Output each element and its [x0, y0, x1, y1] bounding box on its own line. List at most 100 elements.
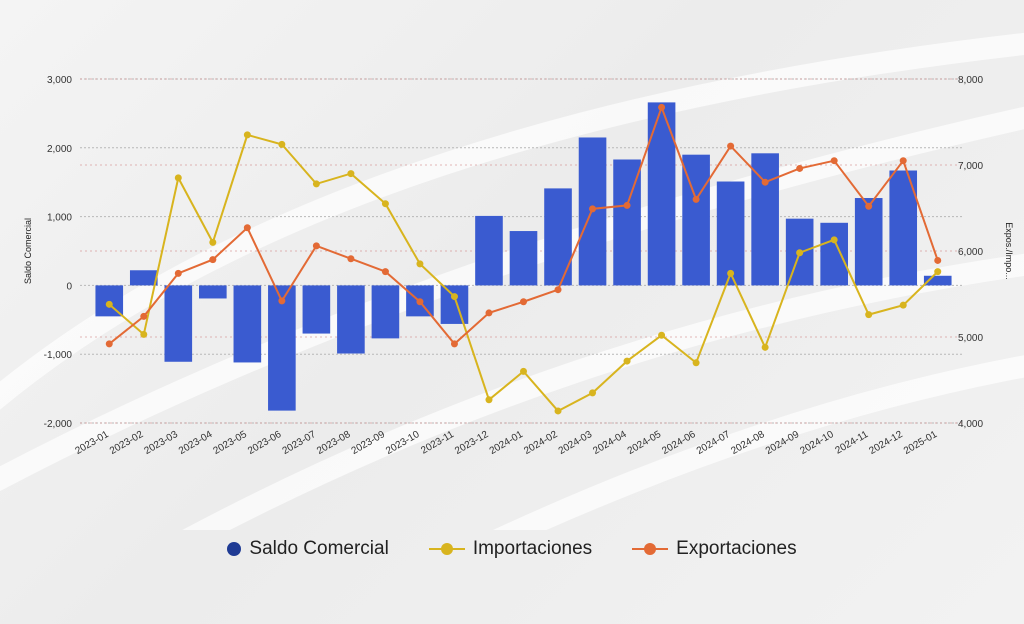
- x-tick-label: 2023-12: [453, 429, 491, 457]
- combo-chart: -2,000 -1,000 0 1,000 2,000 3,000 4,000 5,000 6,…: [0, 32, 1024, 530]
- x-tick-label: 2023-05: [212, 429, 250, 457]
- legend-item-saldo: Saldo Comercial: [227, 538, 389, 560]
- data-point: [727, 269, 735, 277]
- bar-series: [95, 102, 952, 411]
- data-point: [174, 174, 182, 182]
- background-swoosh: [0, 106, 1024, 492]
- y-left-tick-label: 1,000: [47, 213, 72, 224]
- x-tick-label: 2024-10: [798, 429, 836, 457]
- x-tick-label: 2024-12: [867, 429, 905, 457]
- bar: [751, 153, 779, 286]
- data-point: [830, 157, 838, 165]
- legend-item-exportaciones: Exportaciones: [632, 538, 797, 560]
- bar: [129, 270, 158, 286]
- y-left-tick-label: 3,000: [47, 75, 72, 86]
- legend-label: Exportaciones: [676, 538, 797, 559]
- data-point: [485, 309, 493, 317]
- data-point: [485, 396, 493, 404]
- x-tick-label: 2023-07: [281, 429, 319, 457]
- bar: [716, 181, 745, 286]
- data-point: [347, 255, 355, 263]
- data-point: [381, 268, 389, 276]
- x-tick-label: 2024-11: [834, 429, 871, 457]
- data-point: [520, 298, 527, 306]
- x-tick-label: 2024-04: [591, 429, 629, 457]
- bar: [302, 285, 331, 334]
- data-point: [623, 357, 631, 365]
- bar: [268, 285, 296, 411]
- background-swoosh: [0, 32, 1024, 410]
- bar: [820, 222, 848, 286]
- chart-legend: Saldo Comercial Importaciones Exportacio…: [0, 538, 1024, 560]
- data-point: [761, 343, 769, 351]
- data-point: [658, 103, 666, 111]
- data-point: [278, 297, 286, 305]
- data-point: [830, 236, 838, 244]
- data-point: [899, 157, 907, 165]
- data-point: [209, 238, 217, 246]
- data-point: [243, 131, 251, 139]
- bar: [544, 188, 572, 286]
- data-point: [105, 340, 113, 348]
- bar: [440, 285, 469, 324]
- data-point: [278, 140, 286, 148]
- y-left-tick-label: 2,000: [47, 144, 72, 155]
- data-point: [347, 170, 355, 178]
- data-point: [865, 311, 873, 319]
- y-left-tick-label: -2,000: [44, 419, 73, 430]
- data-point: [692, 195, 700, 203]
- data-point: [865, 202, 873, 210]
- legend-label: Saldo Comercial: [249, 538, 389, 559]
- bar: [475, 215, 503, 286]
- data-point: [140, 330, 148, 338]
- data-point: [209, 256, 217, 264]
- x-tick-label: 2023-04: [177, 429, 215, 457]
- data-point: [105, 300, 113, 308]
- x-tick-label: 2024-01: [488, 429, 526, 457]
- data-point: [589, 389, 597, 397]
- bar: [371, 285, 400, 339]
- data-point: [658, 331, 666, 339]
- data-point: [796, 249, 804, 257]
- x-tick-label: 2024-03: [557, 429, 595, 457]
- line-series: [105, 103, 942, 415]
- bar: [647, 102, 676, 286]
- y-axis-right-title: Expos./Impo...: [1004, 222, 1014, 280]
- x-tick-label: 2023-03: [143, 429, 181, 457]
- data-point: [312, 242, 320, 250]
- data-point: [450, 293, 458, 301]
- data-point: [899, 301, 907, 309]
- legend-item-importaciones: Importaciones: [428, 538, 593, 560]
- data-point: [692, 359, 700, 367]
- data-point: [589, 205, 597, 213]
- legend-marker-dot: [227, 542, 242, 556]
- data-point: [554, 407, 562, 415]
- y-right-tick-label: 8,000: [958, 75, 983, 86]
- data-point: [934, 256, 942, 264]
- data-point: [450, 340, 458, 348]
- y-right-tick-label: 4,000: [958, 419, 983, 430]
- y-left-tick-label: -1,000: [44, 350, 73, 361]
- data-point: [520, 367, 527, 375]
- data-point: [416, 260, 424, 268]
- data-point: [243, 224, 251, 232]
- x-tick-label: 2025-01: [902, 429, 940, 457]
- data-point: [140, 312, 148, 320]
- legend-label: Importaciones: [472, 538, 593, 559]
- x-tick-label: 2024-02: [522, 429, 560, 457]
- y-right-tick-label: 6,000: [958, 247, 983, 258]
- data-point: [796, 164, 804, 172]
- data-point: [174, 269, 182, 277]
- bar: [923, 275, 952, 286]
- bar: [854, 198, 883, 286]
- bar: [509, 231, 538, 286]
- data-point: [554, 286, 562, 294]
- data-point: [934, 268, 942, 276]
- bar: [164, 285, 193, 362]
- data-point: [761, 178, 769, 186]
- background-swoosh: [492, 355, 1024, 530]
- bar: [337, 285, 365, 354]
- y-right-tick-label: 5,000: [958, 333, 983, 344]
- legend-marker-line: [632, 542, 669, 556]
- data-point: [623, 201, 631, 209]
